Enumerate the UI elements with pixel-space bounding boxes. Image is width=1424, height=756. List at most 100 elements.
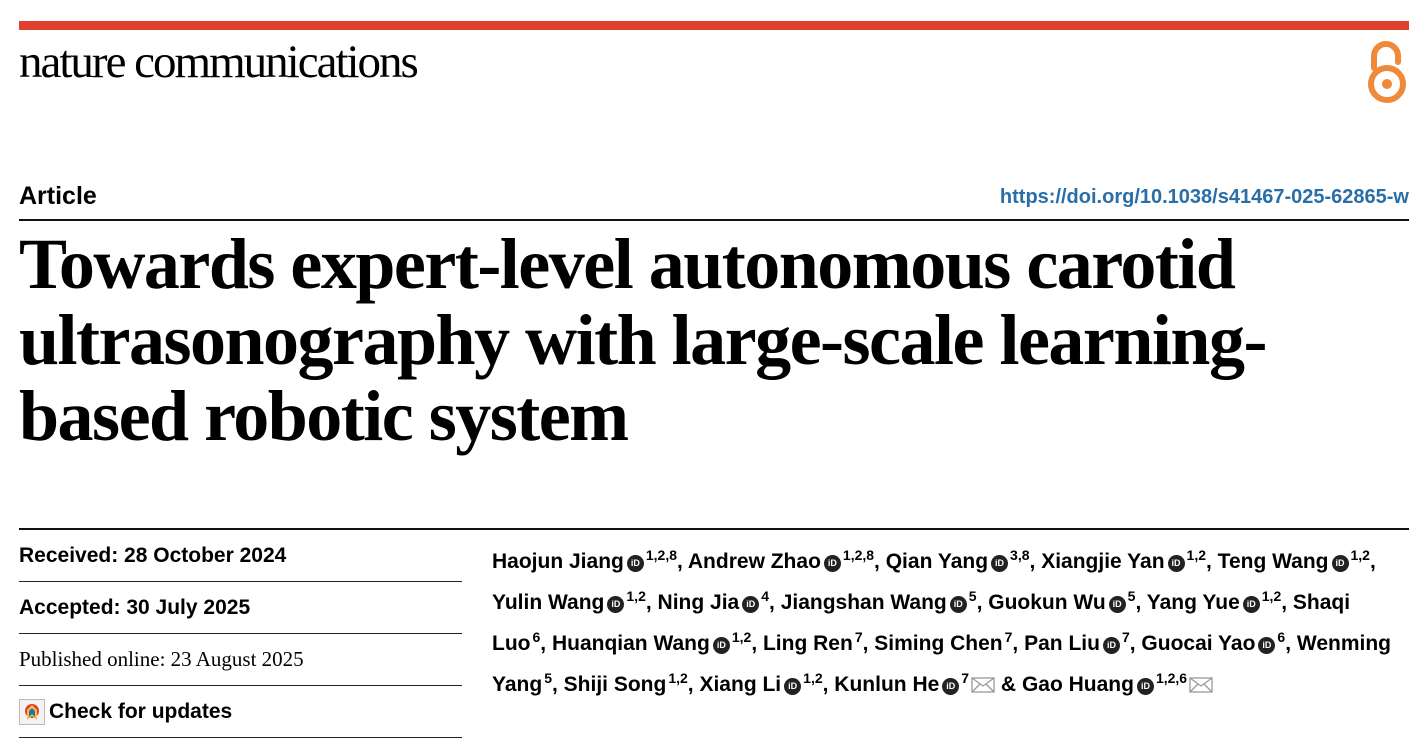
affiliation-marker: 1,2,8 (645, 547, 677, 563)
author-separator: , (645, 591, 658, 614)
author[interactable]: Guokun Wu iD 5 (988, 588, 1136, 614)
author[interactable]: Ling Ren 7 (762, 629, 863, 655)
orcid-icon[interactable]: iD (712, 637, 730, 654)
author[interactable]: Xiang Li iD 1,2 (699, 670, 822, 696)
affiliation-marker: 7 (961, 670, 970, 686)
author[interactable]: Xiangjie Yan iD 1,2 (1041, 547, 1206, 573)
author[interactable]: Siming Chen 7 (874, 629, 1013, 655)
affiliation-marker: 7 (1121, 629, 1130, 645)
author[interactable]: Pan Liu iD 7 (1024, 629, 1130, 655)
author-name: Guokun Wu (988, 591, 1106, 614)
author-separator: , (687, 673, 700, 696)
author[interactable]: Haojun Jiang iD 1,2,8 (492, 547, 677, 573)
author-separator: , (540, 632, 552, 655)
orcid-icon[interactable]: iD (1108, 596, 1126, 613)
author-name: Wenming Yang (492, 632, 1391, 696)
author-separator: , (751, 632, 763, 655)
author[interactable]: Huanqian Wang iD 1,2 (552, 629, 752, 655)
affiliation-marker: 1,2 (668, 670, 688, 686)
orcid-icon[interactable]: iD (1331, 555, 1349, 572)
orcid-icon[interactable]: iD (823, 555, 841, 572)
author[interactable]: Yang Yue iD 1,2 (1146, 588, 1282, 614)
email-icon[interactable] (971, 677, 995, 693)
journal-name: nature communications (19, 36, 419, 88)
article-type: Article (19, 182, 97, 210)
author-name: Xiangjie Yan (1041, 550, 1165, 573)
author-name: Ling Ren (762, 632, 853, 655)
author[interactable]: Teng Wang iD 1,2 (1217, 547, 1370, 573)
journal-accent-bar (19, 21, 1409, 30)
author-separator: , (769, 591, 781, 614)
accepted-date: Accepted: 30 July 2025 (19, 582, 462, 634)
orcid-icon[interactable]: iD (742, 596, 760, 613)
affiliation-marker: 1,2,8 (842, 547, 875, 563)
author-separator: , (1129, 632, 1142, 655)
header-divider (19, 219, 1409, 221)
orcid-icon[interactable]: iD (1258, 637, 1276, 654)
author[interactable]: Andrew Zhao iD 1,2,8 (687, 547, 875, 573)
author[interactable]: Ning Jia iD 4 (658, 588, 770, 614)
check-for-updates-button[interactable]: Check for updates (19, 686, 462, 738)
author-list: Haojun Jiang iD 1,2,8, Andrew Zhao iD 1,2,8,… (492, 538, 1392, 702)
orcid-icon[interactable]: iD (1102, 637, 1120, 654)
author-name: Yulin Wang (492, 591, 605, 614)
author[interactable]: Qian Yang iD 3,8 (885, 547, 1030, 573)
affiliation-marker: 7 (854, 629, 863, 645)
orcid-icon[interactable]: iD (607, 596, 625, 613)
article-title: Towards expert-level autonomous carotid … (19, 224, 1267, 456)
author[interactable]: Shaqi Luo 6 (492, 591, 1350, 655)
author-separator: , (1135, 591, 1147, 614)
affiliation-marker: 1,2 (1350, 547, 1370, 563)
affiliation-marker: 4 (761, 588, 770, 604)
orcid-icon[interactable]: iD (942, 678, 960, 695)
author-separator: , (862, 632, 875, 655)
author-separator: , (976, 591, 989, 614)
author-name: Kunlun He (834, 673, 940, 696)
author-name: Teng Wang (1217, 550, 1329, 573)
author-name: Shiji Song (563, 673, 667, 696)
orcid-icon[interactable]: iD (1136, 678, 1154, 695)
author[interactable]: Wenming Yang 5 (492, 632, 1391, 696)
affiliation-marker: 6 (532, 629, 541, 645)
email-icon[interactable] (1189, 677, 1213, 693)
orcid-icon[interactable]: iD (626, 555, 644, 572)
orcid-icon[interactable]: iD (991, 555, 1009, 572)
author-separator: , (1029, 550, 1042, 573)
affiliation-marker: 5 (1127, 588, 1136, 604)
orcid-icon[interactable]: iD (1242, 596, 1260, 613)
affiliation-marker: 1,2 (1261, 588, 1282, 604)
affiliation-marker: 1,2 (626, 588, 646, 604)
received-date: Received: 28 October 2024 (19, 530, 462, 582)
crossmark-icon (19, 698, 45, 725)
open-access-lock-icon (1368, 41, 1406, 103)
affiliation-marker: 7 (1004, 629, 1013, 645)
author-name: Jiangshan Wang (780, 591, 947, 614)
author[interactable]: Guocai Yao iD 6 (1141, 629, 1286, 655)
published-date: Published online: 23 August 2025 (19, 634, 462, 686)
affiliation-marker: 1,2 (731, 629, 752, 645)
author-separator: , (822, 673, 835, 696)
author[interactable]: Kunlun He iD 7 (834, 670, 995, 696)
orcid-icon[interactable]: iD (949, 596, 967, 613)
orcid-icon[interactable]: iD (1167, 555, 1185, 572)
author[interactable]: Gao Huang iD 1,2,6 (1021, 670, 1213, 696)
orcid-icon[interactable]: iD (784, 678, 802, 695)
title-divider (19, 528, 1409, 530)
author-separator: , (1281, 591, 1293, 614)
author-name: Qian Yang (885, 550, 989, 573)
author[interactable]: Jiangshan Wang iD 5 (780, 588, 977, 614)
affiliation-marker: 1,2,6 (1155, 670, 1188, 686)
author-name: Yang Yue (1146, 591, 1240, 614)
author-separator: , (551, 673, 564, 696)
check-for-updates-label: Check for updates (49, 699, 233, 723)
author-separator: , (1206, 550, 1218, 573)
author-separator: & (995, 673, 1022, 696)
author-name: Andrew Zhao (687, 550, 821, 573)
author[interactable]: Yulin Wang iD 1,2 (492, 588, 646, 614)
author-name: Gao Huang (1021, 673, 1134, 696)
author-separator: , (1012, 632, 1025, 655)
doi-link[interactable]: https://doi.org/10.1038/s41467-025-62865… (999, 186, 1409, 208)
author[interactable]: Shiji Song 1,2 (563, 670, 688, 696)
affiliation-marker: 3,8 (1010, 547, 1030, 563)
affiliation-marker: 6 (1277, 629, 1286, 645)
